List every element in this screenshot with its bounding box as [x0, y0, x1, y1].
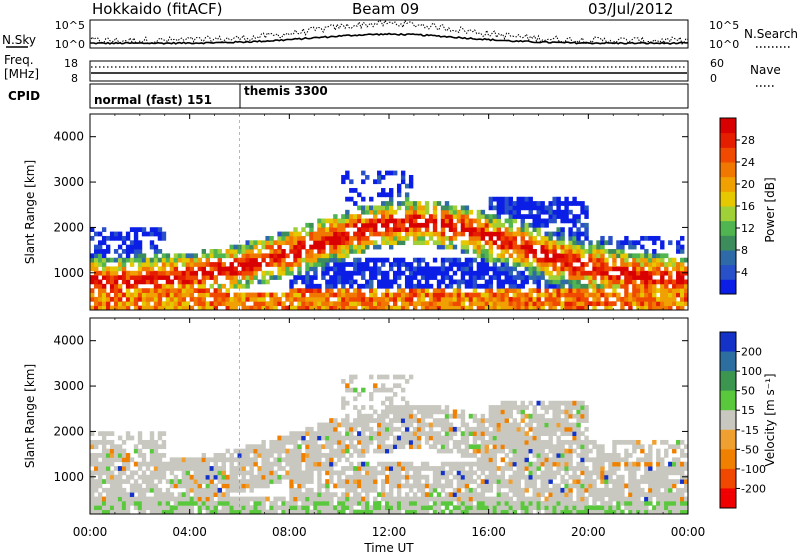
- range-tick-label: 4000: [53, 130, 84, 144]
- colorbar-tick-label: 200: [741, 346, 762, 359]
- freq-tick-top: 18: [64, 57, 78, 70]
- range-tick-label: 2000: [53, 424, 84, 438]
- velocity-panel: 1000 2000 3000 4000 Slant Range [km] 200 100…: [23, 317, 777, 515]
- power-panel: 1000 2000 3000 4000 Slant Range [km] 4 8 12 16…: [23, 113, 777, 311]
- nsearch-tick-bottom: 10^0: [709, 38, 739, 51]
- time-axis-label: Time UT: [363, 541, 414, 554]
- range-tick-label: 1000: [53, 266, 84, 280]
- time-tick-label: 00:00: [73, 525, 108, 539]
- power-ylabel: Slant Range [km]: [23, 160, 37, 264]
- freq-frame: [89, 60, 689, 82]
- cpid-strip: CPID normal (fast) 151 themis 3300: [8, 83, 689, 109]
- nsky-tick-top: 10^5: [55, 19, 85, 32]
- colorbar-tick-label: 4: [741, 266, 748, 279]
- colorbar-tick-label: 12: [741, 222, 755, 235]
- freq-unit: [MHz]: [4, 67, 39, 81]
- cpid-label: CPID: [8, 89, 40, 103]
- velocity-colorbar: 200 100 50 15 -15 -50 -100 -200: [719, 331, 766, 509]
- colorbar-tick-label: 50: [741, 385, 755, 398]
- range-tick-label: 4000: [53, 334, 84, 348]
- nsearch-tick-top: 10^5: [709, 19, 739, 32]
- time-tick-label: 20:00: [571, 525, 606, 539]
- freq-tick-bottom: 8: [71, 72, 78, 85]
- time-tick-label: 04:00: [172, 525, 207, 539]
- range-tick-label: 1000: [53, 470, 84, 484]
- freq-strip: Freq. [MHz] 18 8 60 0 Nave: [4, 53, 781, 87]
- nave-tick-bottom: 0: [710, 72, 717, 85]
- station-title: Hokkaido (fitACF): [92, 0, 223, 18]
- date-title: 03/Jul/2012: [588, 0, 673, 18]
- nsky-strip: N.Sky 10^5 10^0 10^5 10^0 N.Search: [2, 19, 798, 51]
- nsearch-series: [89, 19, 689, 46]
- colorbar-tick-label: 15: [741, 404, 755, 417]
- nsky-label: N.Sky: [2, 33, 36, 47]
- cpid-segment-1: normal (fast) 151: [94, 93, 212, 107]
- velocity-colorbar-label: Velocity [m s⁻¹]: [763, 373, 777, 466]
- nave-label: Nave: [750, 63, 781, 77]
- colorbar-tick-label: -50: [741, 443, 759, 456]
- velocity-cells: [90, 374, 689, 515]
- power-colorbar: 4 8 12 16 20 24 28: [719, 117, 755, 295]
- velocity-ylabel: Slant Range [km]: [23, 364, 37, 468]
- beam-title: Beam 09: [352, 0, 419, 18]
- freq-label: Freq.: [4, 53, 34, 67]
- power-colorbar-label: Power [dB]: [763, 177, 777, 242]
- nave-tick-top: 60: [710, 57, 724, 70]
- time-axis: 00:00 04:00 08:00 12:00 16:00 20:00 00:00: [73, 114, 706, 539]
- time-tick-label: 08:00: [272, 525, 307, 539]
- time-tick-label: 12:00: [372, 525, 407, 539]
- cpid-frame: [89, 83, 689, 109]
- colorbar-tick-label: 24: [741, 156, 755, 169]
- nsky-tick-bottom: 10^0: [55, 38, 85, 51]
- colorbar-tick-label: -200: [741, 482, 766, 495]
- cpid-segment-2: themis 3300: [244, 84, 328, 98]
- colorbar-tick-label: 16: [741, 200, 755, 213]
- nsky-frame: [89, 19, 689, 49]
- time-tick-label: 16:00: [471, 525, 506, 539]
- colorbar-tick-label: 20: [741, 178, 755, 191]
- nsearch-label: N.Search: [744, 27, 798, 41]
- colorbar-tick-label: -100: [741, 463, 766, 476]
- time-tick-label: 00:00: [671, 525, 706, 539]
- range-tick-label: 3000: [53, 379, 84, 393]
- colorbar-tick-label: 8: [741, 244, 748, 257]
- power-cells: [90, 170, 689, 311]
- colorbar-tick-label: 28: [741, 134, 755, 147]
- range-tick-label: 3000: [53, 175, 84, 189]
- colorbar-tick-label: -15: [741, 424, 759, 437]
- nsky-series: [90, 32, 689, 45]
- range-tick-label: 2000: [53, 220, 84, 234]
- colorbar-tick-label: 100: [741, 365, 762, 378]
